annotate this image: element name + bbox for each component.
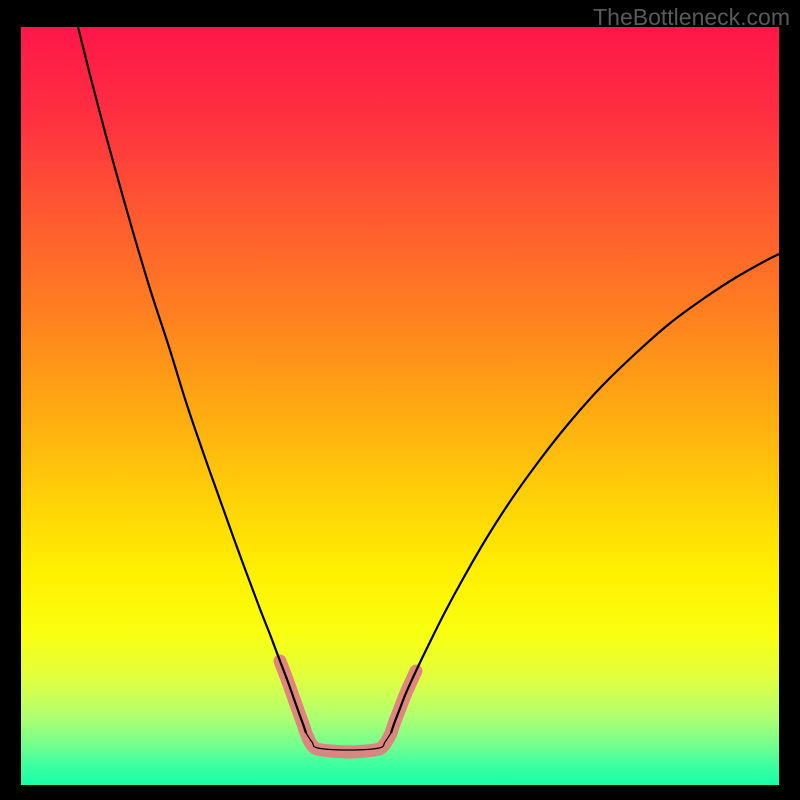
- chart-container: TheBottleneck.com: [0, 0, 800, 800]
- watermark-text: TheBottleneck.com: [593, 4, 790, 31]
- plot-area: [21, 27, 779, 785]
- main-curve-right: [391, 254, 779, 733]
- main-curve-left: [78, 27, 306, 733]
- bottleneck-highlight: [280, 661, 416, 752]
- curve-layer: [21, 27, 779, 785]
